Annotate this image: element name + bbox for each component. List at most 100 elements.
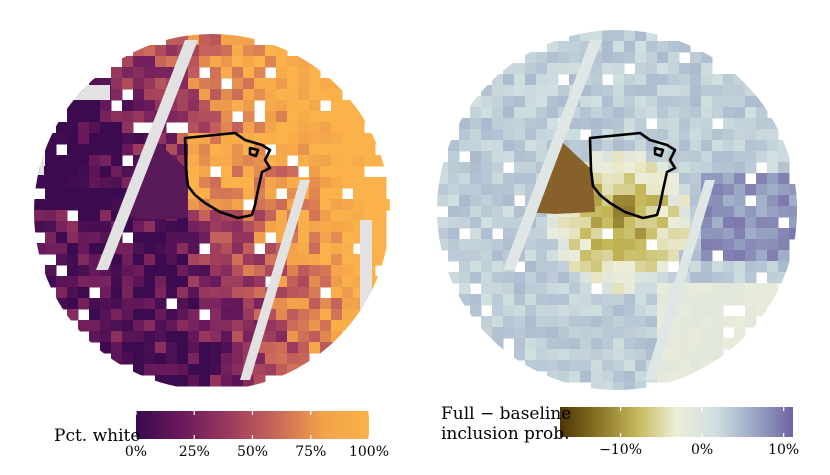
left-map-tract (122, 243, 134, 255)
left-map-tract (210, 155, 233, 167)
right-map-tract (756, 261, 768, 273)
right-map-tract (668, 272, 680, 284)
left-map-tract (265, 243, 277, 255)
left-map-tract (111, 353, 123, 365)
right-map-tract (789, 195, 797, 207)
right-map-tract (558, 316, 570, 328)
left-map-tract (232, 232, 255, 244)
right-map-tract (635, 371, 647, 383)
right-map-tract (536, 140, 548, 152)
left-map-tract (243, 375, 255, 387)
left-map-tract (111, 144, 123, 156)
right-map-tract (514, 217, 526, 229)
left-map-tract (188, 364, 200, 376)
left-map-tract (221, 67, 233, 79)
left-map-tract (155, 133, 167, 145)
right-map-tract (756, 173, 768, 185)
right-map-tract (569, 129, 581, 141)
left-map-tract (144, 78, 156, 90)
right-map-tract (514, 184, 526, 196)
right-map-tract (602, 30, 614, 42)
left-map-tract (133, 309, 145, 321)
left-map-tract (177, 111, 189, 123)
right-map-tract (536, 129, 548, 141)
right-map-tract (635, 228, 647, 240)
left-map-tract (155, 67, 178, 79)
left-map-tract (89, 100, 101, 112)
left-map-tract (342, 166, 354, 178)
right-legend-title-line2: inclusion prob. (441, 424, 570, 444)
right-map-tract (701, 327, 713, 339)
right-map-tract (536, 250, 548, 262)
right-map-tract (481, 151, 493, 163)
left-map-tract (144, 89, 156, 101)
left-map-tract (309, 89, 321, 101)
left-map-tract (309, 133, 321, 145)
left-map-tract (232, 221, 244, 233)
right-map-tract (646, 261, 658, 273)
left-map-tract (221, 309, 244, 321)
right-legend-colorbar (560, 407, 793, 437)
left-map-tract (265, 122, 277, 134)
left-map-tract (254, 78, 266, 90)
right-map-tract (613, 294, 625, 306)
right-map-tract (624, 239, 636, 251)
left-map-tract (287, 287, 299, 299)
right-map-tract (657, 349, 669, 361)
left-map-tract (353, 177, 365, 189)
left-map-tract (364, 276, 387, 288)
left-map-tract (276, 232, 288, 244)
right-map-tract (481, 129, 493, 141)
right-map-tract (536, 151, 548, 163)
left-map-tract (309, 298, 321, 310)
left-map-tract (188, 144, 200, 156)
left-map-tract (122, 265, 134, 277)
left-map-tract (232, 45, 244, 57)
left-map-tract (232, 254, 244, 266)
left-map-tract (232, 199, 244, 211)
right-map-tract (778, 195, 797, 207)
right-map-tract (723, 228, 735, 240)
right-map-tract (767, 151, 779, 163)
left-map-tract (111, 188, 123, 200)
left-map-tract (276, 67, 288, 79)
left-map-tract (331, 309, 343, 321)
left-map-tract (232, 364, 244, 376)
left-map-tract (309, 144, 321, 156)
right-map-tract (778, 239, 790, 251)
right-map-tract (734, 294, 746, 306)
left-map-tract (166, 320, 178, 332)
left-map-tract (353, 144, 365, 156)
left-map-tract (100, 221, 112, 233)
left-map-tract (45, 221, 57, 233)
right-map-tract (668, 173, 680, 185)
right-map-tract (492, 294, 504, 306)
right-map-tract (459, 239, 482, 251)
right-map-tract (723, 151, 735, 163)
left-map-tract (353, 122, 365, 134)
left-map-tract (100, 309, 112, 321)
left-map-tract (89, 298, 101, 310)
left-map-tract (89, 188, 101, 200)
left-map-tract (287, 309, 299, 321)
left-legend-ticks (135, 411, 370, 439)
right-map-tract (756, 239, 768, 251)
right-map-tract (646, 173, 669, 185)
right-map-tract (635, 250, 647, 262)
right-map-tract (602, 327, 625, 339)
right-map-tract (756, 140, 768, 152)
left-map-tract (210, 221, 222, 233)
left-map-tract (67, 166, 79, 178)
left-map-tract (243, 221, 255, 233)
left-map-tract (188, 298, 200, 310)
right-map-tract (635, 239, 647, 251)
left-map-tract (155, 309, 167, 321)
left-map-tract (342, 232, 354, 244)
right-map-tract (734, 327, 746, 339)
right-map-tract (536, 283, 548, 295)
right-map-tract (690, 118, 702, 130)
right-map-tract (624, 118, 636, 130)
right-map-tract (690, 338, 702, 350)
right-map-tract (646, 349, 658, 361)
right-map-tract (470, 162, 482, 174)
